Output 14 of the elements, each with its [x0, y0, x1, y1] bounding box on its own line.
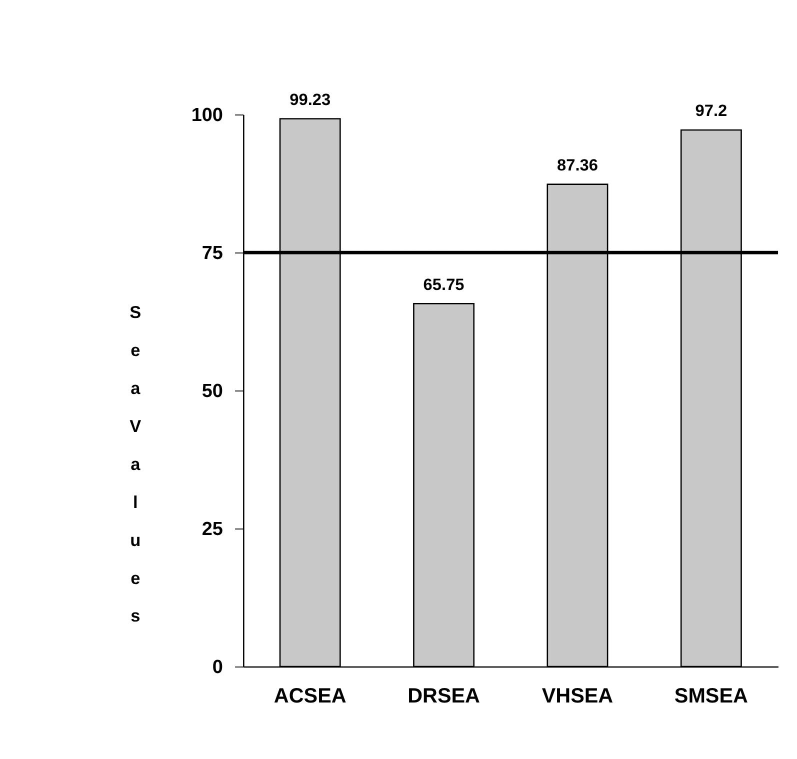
- y-tick-label: 50: [202, 381, 223, 402]
- data-label: 99.23: [290, 90, 331, 109]
- x-tick-label: DRSEA: [408, 684, 480, 708]
- x-tick-label: ACSEA: [274, 684, 346, 708]
- y-tick-label: 25: [202, 519, 224, 540]
- y-tick-label: 75: [202, 243, 224, 264]
- data-label: 97.2: [695, 102, 728, 120]
- data-label: 65.75: [423, 276, 464, 294]
- data-label: 87.36: [556, 156, 598, 175]
- x-tick-label: SMSEA: [674, 684, 748, 708]
- y-tick-label: 100: [191, 105, 223, 126]
- x-tick-label: VHSEA: [542, 684, 614, 708]
- text: Sea Values: [130, 302, 142, 626]
- y-tick-label: 0: [212, 657, 223, 678]
